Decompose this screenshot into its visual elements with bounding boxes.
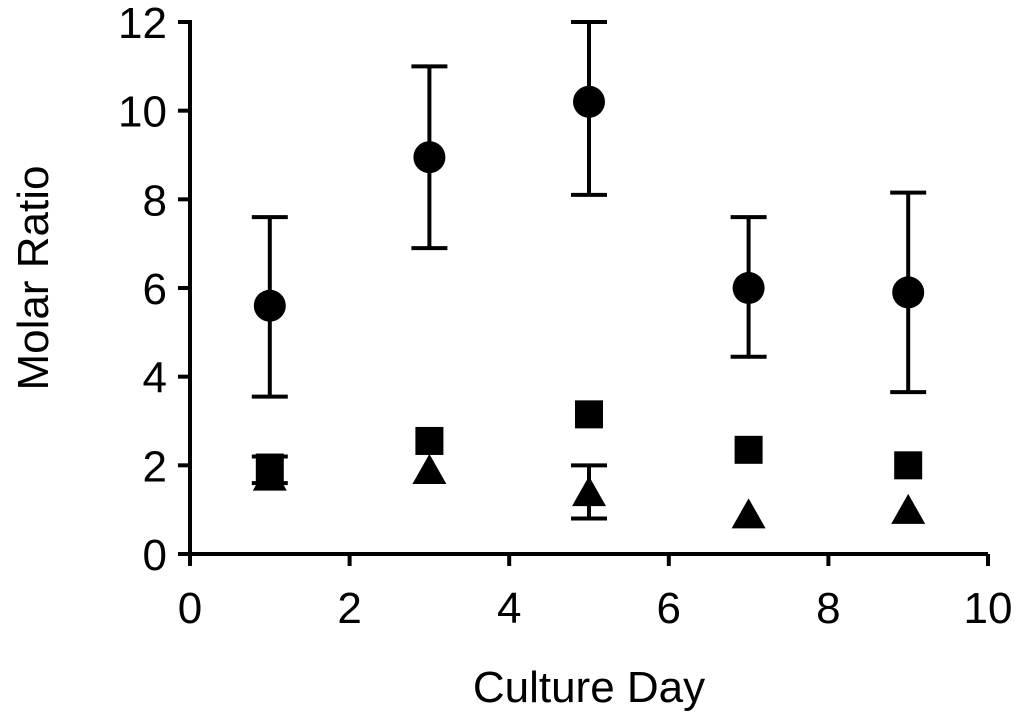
triangle-point: [252, 460, 287, 491]
square-point: [415, 426, 444, 455]
square-point: [575, 400, 603, 429]
x-tick-label: 10: [964, 584, 1013, 633]
x-tick-label: 8: [816, 584, 840, 633]
y-axis-title: Molar Ratio: [9, 166, 58, 391]
square-point: [734, 435, 763, 464]
y-tick-label: 4: [143, 354, 167, 403]
x-tick-label: 6: [657, 584, 681, 633]
circle-point: [732, 272, 765, 304]
y-tick-label: 12: [118, 0, 167, 48]
y-tick-label: 2: [143, 442, 167, 491]
triangle-point: [572, 476, 606, 507]
circle-point: [253, 289, 286, 322]
circle-point: [892, 276, 925, 309]
data-markers: [252, 85, 926, 529]
square-point: [894, 451, 923, 480]
triangle-point: [891, 493, 926, 524]
y-tick-label: 6: [143, 265, 167, 314]
y-tick-label: 0: [143, 531, 167, 580]
x-axis-title: Culture Day: [473, 663, 705, 712]
ticks: [178, 20, 990, 566]
x-tick-label: 4: [497, 584, 521, 633]
circle-point: [573, 85, 605, 118]
triangle-point: [412, 453, 447, 484]
triangle-point: [731, 498, 766, 529]
x-tick-label: 2: [337, 584, 361, 633]
y-tick-label: 10: [118, 88, 167, 137]
y-tick-label: 8: [143, 176, 167, 225]
x-tick-label: 0: [178, 584, 202, 633]
tick-labels: 0 2 4 6 8 10 0 2 4 6 8 10 12: [118, 0, 1012, 633]
circle-point: [413, 141, 446, 174]
